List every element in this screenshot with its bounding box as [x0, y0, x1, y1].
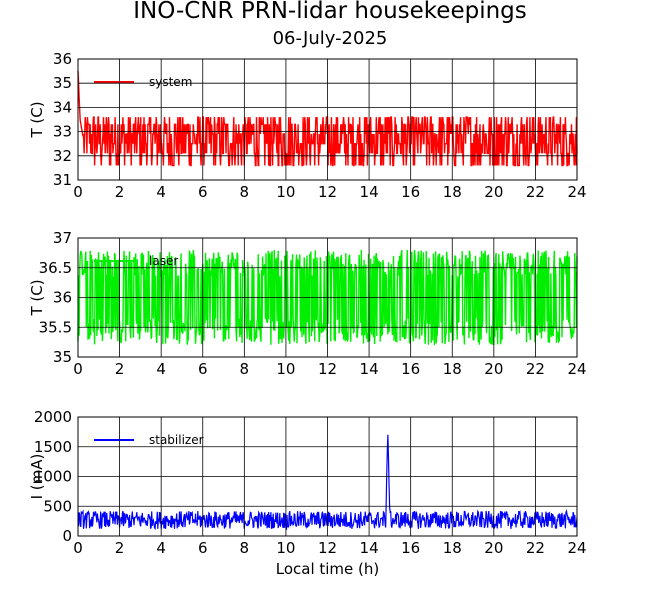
y-tick-label: 36.5	[39, 259, 72, 277]
y-tick-label: 1000	[34, 468, 72, 486]
y-axis-label: T (C)	[28, 101, 46, 138]
x-tick-label: 6	[198, 183, 208, 201]
x-tick-label: 8	[240, 183, 250, 201]
y-tick-label: 36	[53, 289, 72, 307]
x-tick-label: 20	[484, 183, 503, 201]
chart-title: INO-CNR PRN-lidar housekeepings	[133, 0, 527, 24]
plot-frame	[77, 237, 578, 358]
chart-subtitle: 06-July-2025	[272, 28, 388, 49]
x-tick-label: 2	[115, 183, 125, 201]
plot-frame	[77, 416, 578, 537]
x-tick-label: 4	[156, 539, 166, 557]
x-tick-label: 8	[240, 360, 250, 378]
x-tick-label: 14	[360, 539, 379, 557]
y-axis-label: T (C)	[28, 279, 46, 316]
x-tick-label: 6	[198, 360, 208, 378]
x-tick-label: 10	[276, 183, 295, 201]
y-tick-label: 35.5	[39, 318, 72, 336]
x-tick-label: 2	[115, 360, 125, 378]
x-tick-label: 8	[240, 539, 250, 557]
x-tick-label: 12	[318, 360, 337, 378]
y-tick-label: 36	[53, 50, 72, 68]
x-tick-label: 22	[526, 183, 545, 201]
x-tick-label: 12	[318, 539, 337, 557]
plot-frame	[77, 58, 578, 181]
y-axis-label: I (mA)	[28, 454, 46, 500]
x-tick-label: 2	[115, 539, 125, 557]
y-tick-label: 500	[43, 497, 72, 515]
x-tick-label: 24	[567, 539, 586, 557]
y-tick-label: 35	[53, 74, 72, 92]
y-tick-label: 35	[53, 348, 72, 366]
y-tick-label: 37	[53, 229, 72, 247]
x-tick-label: 18	[443, 539, 462, 557]
x-tick-label: 14	[360, 183, 379, 201]
x-tick-label: 20	[484, 539, 503, 557]
x-tick-label: 0	[73, 183, 83, 201]
x-tick-label: 14	[360, 360, 379, 378]
x-tick-label: 16	[401, 183, 420, 201]
y-tick-label: 1500	[34, 438, 72, 456]
x-tick-label: 18	[443, 360, 462, 378]
x-tick-label: 20	[484, 360, 503, 378]
y-tick-label: 32	[53, 147, 72, 165]
y-tick-label: 2000	[34, 408, 72, 426]
x-tick-label: 12	[318, 183, 337, 201]
x-tick-label: 22	[526, 539, 545, 557]
x-tick-label: 4	[156, 360, 166, 378]
x-tick-label: 4	[156, 183, 166, 201]
legend-label-system: system	[149, 75, 192, 89]
x-tick-label: 10	[276, 360, 295, 378]
x-tick-label: 22	[526, 360, 545, 378]
x-tick-label: 0	[73, 539, 83, 557]
x-tick-label: 16	[401, 539, 420, 557]
legend-label-laser: laser	[149, 254, 178, 268]
x-tick-label: 18	[443, 183, 462, 201]
legend-label-stabilizer: stabilizer	[149, 433, 204, 447]
y-tick-label: 33	[53, 123, 72, 141]
y-tick-label: 31	[53, 171, 72, 189]
x-tick-label: 24	[567, 183, 586, 201]
x-tick-label: 0	[73, 360, 83, 378]
x-axis-label: Local time (h)	[276, 560, 380, 578]
x-tick-label: 6	[198, 539, 208, 557]
x-tick-label: 16	[401, 360, 420, 378]
y-tick-label: 0	[62, 527, 72, 545]
y-tick-label: 34	[53, 98, 72, 116]
x-tick-label: 10	[276, 539, 295, 557]
x-tick-label: 24	[567, 360, 586, 378]
